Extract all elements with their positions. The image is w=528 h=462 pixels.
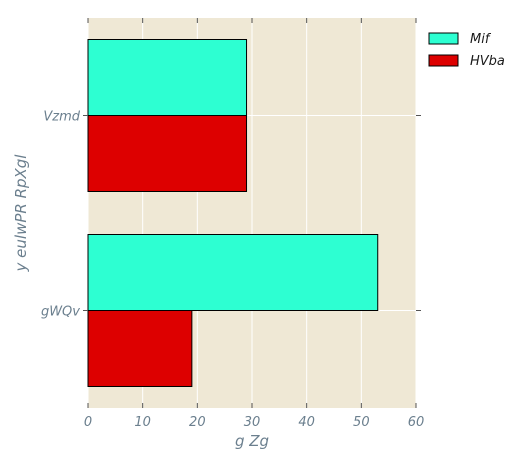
bar-hvba-vzmd — [87, 115, 248, 192]
x-tick-label: 20 — [189, 415, 206, 430]
x-tick-label: 30 — [244, 415, 261, 430]
x-axis-label: g Zg — [235, 432, 269, 450]
x-tick-label: 60 — [408, 415, 425, 430]
y-tick-label: gWQv — [41, 305, 80, 320]
bar-hvba-gwqv — [87, 310, 193, 387]
x-tick-label: 0 — [84, 415, 92, 430]
legend: Mif HVba — [428, 32, 505, 69]
bars-layer — [87, 39, 379, 387]
legend-swatch-hvba — [428, 54, 459, 67]
x-tick-label: 10 — [134, 415, 151, 430]
legend-swatch-mif — [428, 32, 459, 45]
bar-mif-gwqv — [87, 234, 379, 311]
y-tick-label: Vzmd — [43, 110, 80, 125]
legend-label-mif: Mif — [470, 32, 492, 47]
x-tick-label: 40 — [298, 415, 315, 430]
x-tick-label: 50 — [353, 415, 370, 430]
y-axis-label: y eulwPR RpXgl — [12, 154, 30, 273]
axis-ticks — [83, 18, 421, 408]
legend-label-hvba: HVba — [470, 54, 505, 69]
tick-labels: 0 10 20 30 40 50 60 Vzmd gWQv — [41, 110, 424, 431]
bar-mif-vzmd — [87, 39, 248, 116]
